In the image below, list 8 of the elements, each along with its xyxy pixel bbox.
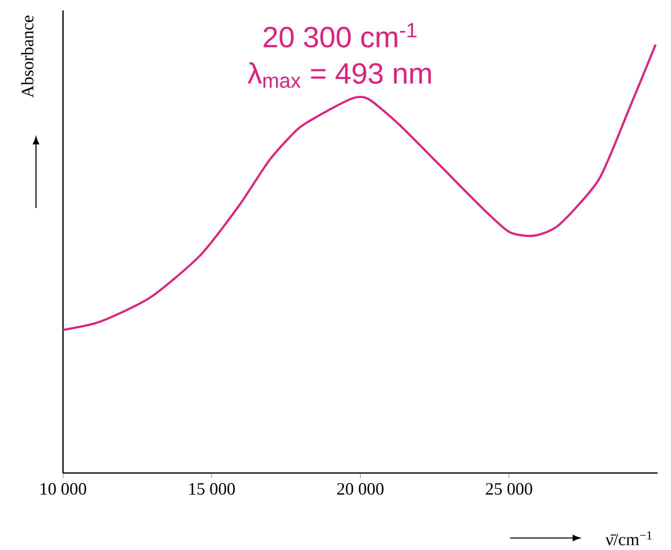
annotation: λ$_{max}$ = 493 nm [248,62,431,88]
annotation: 20 300 cm$^{-1}$ [264,23,416,48]
x-tick-label: 10 000 [40,483,86,495]
x-tick-label: 15 000 [189,483,235,495]
x-tick-label: 25 000 [486,483,532,495]
x-axis-title: ν̄/cm$^{−1}$ [606,531,652,546]
x-tick-label: 20 000 [337,483,384,495]
y-axis-title: Absorbance [21,16,34,98]
